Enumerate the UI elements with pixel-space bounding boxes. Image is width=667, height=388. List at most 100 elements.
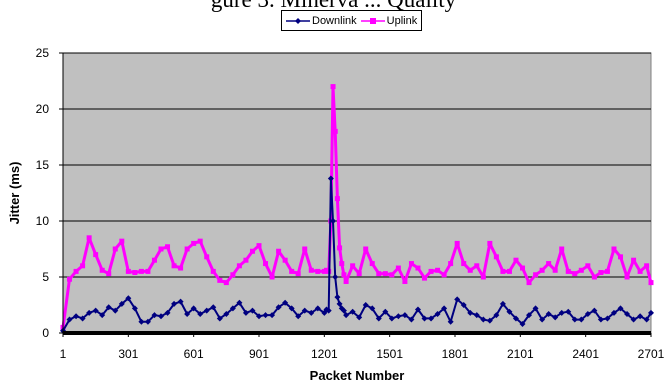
legend: Downlink Uplink [281,10,423,31]
point-uplink-72 [487,240,493,246]
point-downlink-92 [617,305,624,312]
point-uplink-75 [506,268,512,274]
point-downlink-2 [73,313,80,320]
point-downlink-5 [92,307,99,314]
tick-label-y-10: 10 [36,214,50,228]
point-downlink-33 [275,304,282,311]
point-uplink-73 [493,254,499,260]
point-downlink-8 [112,307,119,314]
point-uplink-70 [474,263,480,269]
point-downlink-26 [229,305,236,312]
point-uplink-71 [480,274,486,280]
point-downlink-39 [314,305,321,312]
point-uplink-51 [350,263,356,269]
point-uplink-69 [467,267,473,273]
point-downlink-47 [336,300,343,307]
point-downlink-35 [288,305,295,312]
tick-label-x-901: 901 [249,347,269,361]
point-downlink-31 [262,312,269,319]
point-downlink-68 [460,302,467,308]
point-downlink-65 [441,305,448,312]
point-downlink-97 [648,309,654,316]
tick-label-x-301: 301 [118,347,138,361]
point-downlink-91 [610,309,617,316]
point-uplink-90 [604,268,610,274]
point-uplink-86 [578,267,584,273]
point-uplink-5 [93,252,99,258]
point-uplink-36 [295,271,301,277]
point-downlink-52 [356,314,363,321]
point-uplink-52 [356,271,362,277]
point-uplink-39 [315,268,321,274]
point-uplink-59 [402,278,408,284]
point-uplink-30 [256,243,262,249]
point-uplink-94 [631,257,637,263]
point-downlink-80 [539,316,546,323]
point-uplink-92 [618,254,624,260]
legend-symbol-uplink [360,17,385,24]
tick-label-x-1201: 1201 [311,347,338,361]
point-downlink-94 [630,316,637,323]
point-downlink-21 [197,310,204,317]
point-uplink-13 [145,268,151,274]
point-downlink-59 [401,312,408,319]
point-uplink-83 [559,246,565,252]
point-downlink-72 [486,317,493,324]
point-uplink-14 [151,257,157,263]
point-uplink-10 [125,268,131,274]
point-downlink-73 [493,312,500,319]
point-downlink-28 [242,309,249,316]
point-downlink-54 [369,305,376,312]
point-uplink-68 [461,261,467,267]
point-uplink-19 [184,246,190,252]
point-downlink-42 [325,307,332,314]
point-downlink-29 [249,307,256,314]
point-uplink-29 [249,248,255,254]
point-uplink-85 [572,271,578,277]
point-downlink-27 [236,299,243,306]
point-downlink-86 [578,316,585,323]
point-uplink-32 [269,274,275,280]
point-downlink-76 [512,315,519,322]
point-downlink-45 [332,274,339,280]
point-uplink-55 [376,271,382,277]
point-uplink-53 [363,246,369,252]
point-downlink-90 [604,315,611,322]
point-uplink-1 [67,276,73,282]
point-downlink-70 [473,312,480,319]
point-uplink-7 [106,271,112,277]
point-downlink-49 [340,307,347,314]
point-uplink-45 [332,128,338,134]
point-uplink-82 [552,267,558,273]
point-downlink-78 [526,312,533,319]
point-downlink-84 [565,308,572,315]
point-uplink-47 [337,245,343,251]
legend-label-downlink: Downlink [312,14,357,27]
legend-symbol-downlink [286,17,310,24]
point-uplink-18 [178,265,184,271]
point-uplink-38 [308,267,314,273]
tick-label-x-601: 601 [184,347,204,361]
point-uplink-91 [611,246,617,252]
point-downlink-95 [637,313,644,320]
tick-label-x-2101: 2101 [507,347,534,361]
point-downlink-24 [216,315,223,322]
point-downlink-51 [349,308,356,315]
point-downlink-57 [388,315,395,322]
point-uplink-57 [389,272,395,278]
point-uplink-6 [99,267,105,273]
point-downlink-53 [362,302,369,308]
point-downlink-77 [519,321,526,328]
chart-title: gure 3. Minerva ... Quality [0,0,667,13]
point-uplink-65 [441,272,447,278]
point-uplink-25 [223,280,229,286]
point-downlink-81 [545,310,552,317]
point-downlink-6 [99,312,106,319]
x-axis-label: Packet Number [310,368,405,383]
point-downlink-61 [414,306,421,313]
point-uplink-79 [533,272,539,278]
tick-label-y-25: 25 [36,46,50,60]
point-uplink-9 [119,238,125,244]
point-downlink-36 [295,313,302,320]
tick-label-y-5: 5 [42,270,49,284]
